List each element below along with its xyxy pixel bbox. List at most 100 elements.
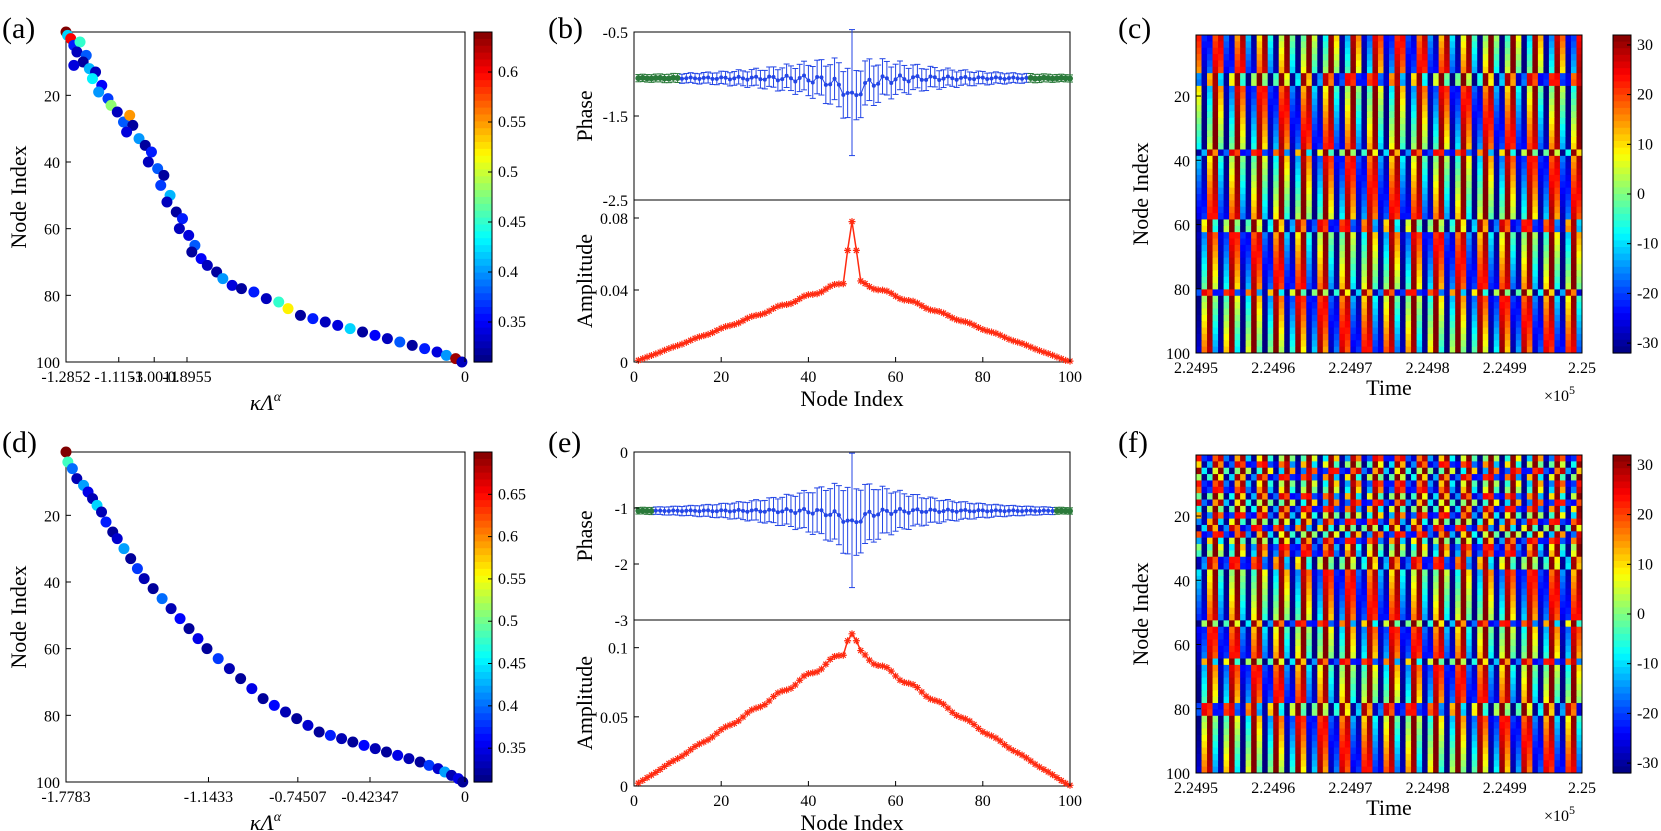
heatmap-cell xyxy=(1262,47,1269,55)
heatmap-cell xyxy=(1218,270,1225,278)
heatmap-cell xyxy=(1460,187,1467,195)
heatmap-cell xyxy=(1510,333,1517,341)
heatmap-cell xyxy=(1366,168,1373,176)
heatmap-cell xyxy=(1521,295,1528,303)
heatmap-cell xyxy=(1471,213,1478,220)
heatmap-cell xyxy=(1361,346,1368,354)
heatmap-cell xyxy=(1543,92,1550,100)
heatmap-cell xyxy=(1234,168,1241,176)
heatmap-cell xyxy=(1295,346,1302,354)
amplitude-marker xyxy=(905,297,913,305)
heatmap-cell xyxy=(1245,263,1252,271)
heatmap-cell xyxy=(1218,213,1225,220)
heatmap-cell xyxy=(1471,251,1478,259)
heatmap-cell xyxy=(1449,327,1456,335)
heatmap-cell xyxy=(1565,238,1572,246)
heatmap-cell xyxy=(1201,130,1208,138)
heatmap-cell xyxy=(1394,295,1401,303)
data-point xyxy=(124,109,136,121)
heatmap-cell xyxy=(1449,187,1456,195)
heatmap-cell xyxy=(1416,213,1423,220)
heatmap-cell xyxy=(1504,276,1511,284)
heatmap-cell xyxy=(1295,200,1302,208)
heatmap-cell xyxy=(1455,213,1462,220)
heatmap-cell xyxy=(1372,66,1379,74)
heatmap-cell xyxy=(1521,111,1528,119)
heatmap-cell xyxy=(1350,117,1357,125)
colorbar-segment xyxy=(474,252,492,260)
heatmap-cell xyxy=(1394,111,1401,119)
phase-point xyxy=(784,507,789,512)
heatmap-cell xyxy=(1262,54,1269,61)
heatmap-cell xyxy=(1570,270,1577,278)
heatmap-cell xyxy=(1405,333,1412,341)
heatmap-cell xyxy=(1218,244,1225,252)
heatmap-cell xyxy=(1455,111,1462,119)
heatmap-cell xyxy=(1350,314,1357,322)
heatmap-cell xyxy=(1196,143,1203,150)
heatmap-cell xyxy=(1411,60,1418,68)
heatmap-cell xyxy=(1554,60,1561,68)
heatmap-cell xyxy=(1366,276,1373,284)
heatmap-cell xyxy=(1482,41,1489,49)
heatmap-cell xyxy=(1570,92,1577,100)
heatmap-cell xyxy=(1344,104,1351,112)
heatmap-cell xyxy=(1521,73,1528,81)
heatmap-cell xyxy=(1394,276,1401,284)
amplitude-marker xyxy=(735,717,743,725)
heatmap-cell xyxy=(1245,219,1252,227)
heatmap-cell xyxy=(1488,136,1495,144)
data-point xyxy=(71,473,83,485)
heatmap-cell xyxy=(1477,321,1484,329)
heatmap-cell xyxy=(1400,143,1407,150)
heatmap-cell xyxy=(1284,162,1291,170)
heatmap-cell xyxy=(1510,276,1517,284)
heatmap-cell xyxy=(1400,314,1407,322)
amplitude-marker xyxy=(844,246,852,254)
heatmap-cell xyxy=(1273,117,1280,125)
heatmap-cell xyxy=(1201,79,1208,87)
heatmap-cell xyxy=(1427,257,1434,265)
heatmap-cell xyxy=(1306,321,1313,329)
heatmap-cell xyxy=(1405,200,1412,208)
heatmap-cell xyxy=(1361,79,1368,87)
heatmap-cell xyxy=(1559,238,1566,246)
heatmap-cell xyxy=(1289,257,1296,265)
heatmap-cell xyxy=(1366,346,1373,354)
heatmap-cell xyxy=(1245,155,1252,163)
colorbar-tick-label: 0.4 xyxy=(498,264,518,281)
heatmap-cell xyxy=(1223,136,1230,144)
amplitude-marker xyxy=(695,740,703,748)
heatmap-cell xyxy=(1377,270,1384,278)
heatmap-cell xyxy=(1366,283,1373,290)
heatmap-cell xyxy=(1559,181,1566,189)
heatmap-cell xyxy=(1344,232,1351,240)
heatmap-cell xyxy=(1521,244,1528,252)
heatmap-cell xyxy=(1234,257,1241,265)
heatmap-cell xyxy=(1422,73,1429,81)
heatmap-cell xyxy=(1339,181,1346,189)
heatmap-cell xyxy=(1295,308,1302,316)
heatmap-cell xyxy=(1543,263,1550,271)
heatmap-cell xyxy=(1400,92,1407,100)
heatmap-cell xyxy=(1521,251,1528,259)
heatmap-cell xyxy=(1311,54,1318,61)
heatmap-cell xyxy=(1245,111,1252,119)
heatmap-cell xyxy=(1284,340,1291,348)
heatmap-cell xyxy=(1438,149,1445,157)
heatmap-cell xyxy=(1532,60,1539,68)
heatmap-cell xyxy=(1427,124,1434,131)
heatmap-cell xyxy=(1245,47,1252,55)
heatmap-cell xyxy=(1400,168,1407,176)
heatmap-cell xyxy=(1207,302,1214,309)
heatmap-cell xyxy=(1499,124,1506,131)
heatmap-cell xyxy=(1438,232,1445,240)
heatmap-cell xyxy=(1251,295,1258,303)
heatmap-cell xyxy=(1229,149,1236,157)
phase-point xyxy=(793,79,798,84)
heatmap-cell xyxy=(1559,136,1566,144)
amplitude-marker xyxy=(883,663,891,671)
heatmap-cell xyxy=(1366,206,1373,214)
heatmap-cell xyxy=(1526,340,1533,348)
heatmap-cell xyxy=(1471,308,1478,316)
